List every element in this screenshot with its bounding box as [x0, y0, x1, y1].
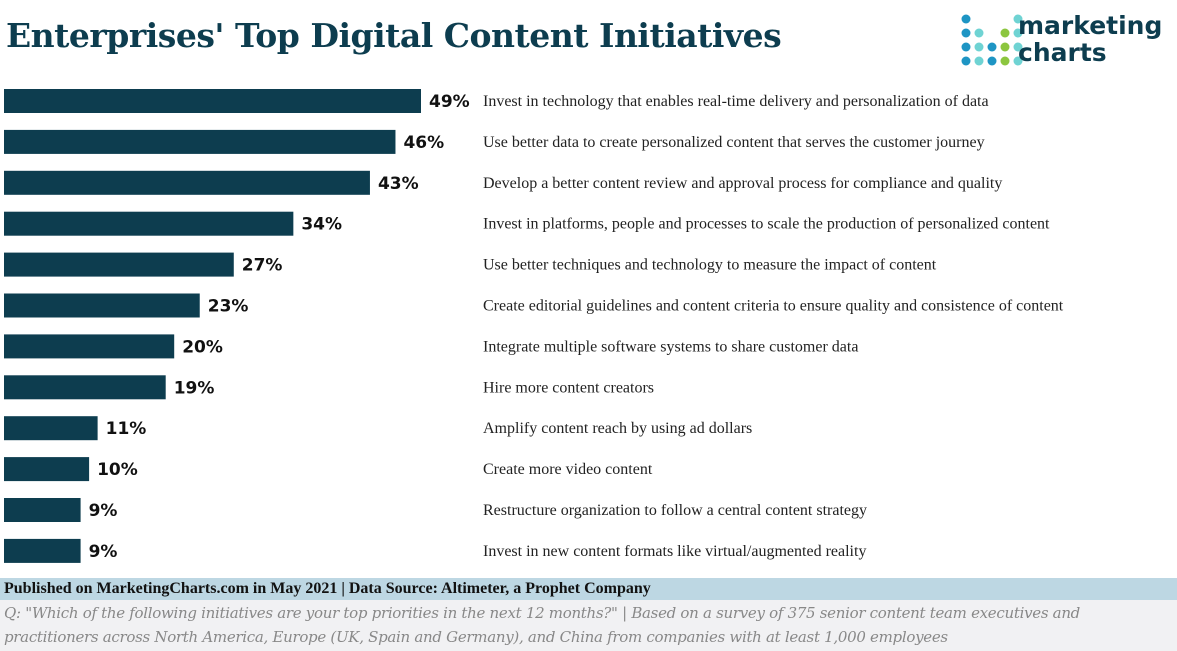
logo-dot — [974, 42, 984, 52]
survey-note: Q: "Which of the following initiatives a… — [0, 600, 1177, 651]
logo-dot — [1000, 42, 1010, 52]
bar-value-label: 34% — [301, 215, 342, 235]
bar — [4, 293, 200, 318]
logo-dot — [1000, 28, 1010, 38]
category-label: Use better data to create personalized c… — [483, 134, 985, 151]
category-label: Create editorial guidelines and content … — [483, 298, 1064, 315]
category-label: Invest in technology that enables real-t… — [483, 93, 989, 110]
category-label: Integrate multiple software systems to s… — [483, 338, 858, 355]
category-label: Create more video content — [483, 461, 653, 478]
logo-text: marketing charts — [1018, 12, 1162, 66]
bar — [4, 334, 175, 359]
logo-dot — [987, 56, 997, 66]
category-label: Develop a better content review and appr… — [483, 175, 1002, 192]
logo-dot — [1013, 56, 1023, 66]
logo-dot — [961, 28, 971, 38]
logo-line-2: charts — [1018, 38, 1107, 67]
marketing-charts-logo-icon — [961, 14, 1023, 66]
bar — [4, 170, 370, 195]
category-label: Amplify content reach by using ad dollar… — [483, 420, 752, 437]
category-label: Hire more content creators — [483, 379, 654, 396]
bar-value-label: 43% — [378, 174, 419, 194]
bar — [4, 211, 294, 236]
bar-value-label: 11% — [106, 419, 147, 439]
logo-line-1: marketing — [1018, 11, 1163, 40]
category-label: Invest in new content formats like virtu… — [483, 543, 866, 560]
bar-value-label: 27% — [242, 256, 283, 276]
logo-dot — [961, 42, 971, 52]
survey-note-line-2: practitioners across North America, Euro… — [4, 628, 948, 646]
bar-value-label: 9% — [89, 501, 118, 521]
logo-dot — [961, 14, 971, 24]
bar-value-label: 23% — [208, 297, 249, 317]
bar — [4, 538, 81, 563]
logo-dot — [974, 28, 984, 38]
bar — [4, 252, 234, 277]
logo-dot — [1013, 42, 1023, 52]
bar — [4, 375, 166, 400]
logo-dot — [1013, 14, 1023, 24]
category-label: Invest in platforms, people and processe… — [483, 216, 1050, 233]
logo-dot — [1013, 28, 1023, 38]
category-label: Restructure organization to follow a cen… — [483, 502, 867, 519]
bar-value-label: 20% — [182, 337, 223, 357]
bar — [4, 416, 98, 441]
bar — [4, 129, 396, 154]
bar-value-label: 9% — [89, 542, 118, 562]
bar-value-label: 49% — [429, 92, 470, 112]
category-label: Use better techniques and technology to … — [483, 257, 937, 274]
survey-note-line-1: Q: "Which of the following initiatives a… — [4, 604, 1080, 622]
logo-dot — [961, 56, 971, 66]
bar-chart: 49% Invest in technology that enables rea… — [4, 89, 1064, 563]
logo-dot — [1000, 56, 1010, 66]
chart-title: Enterprises' Top Digital Content Initiat… — [6, 16, 782, 55]
bar — [4, 89, 421, 113]
bar-value-label: 19% — [174, 378, 215, 398]
bar-value-label: 46% — [403, 133, 444, 153]
bar — [4, 457, 90, 482]
bar-value-label: 10% — [97, 460, 138, 480]
bar — [4, 498, 81, 522]
logo-dot — [987, 42, 997, 52]
published-source: Published on MarketingCharts.com in May … — [0, 578, 1177, 600]
logo-dot — [974, 56, 984, 66]
